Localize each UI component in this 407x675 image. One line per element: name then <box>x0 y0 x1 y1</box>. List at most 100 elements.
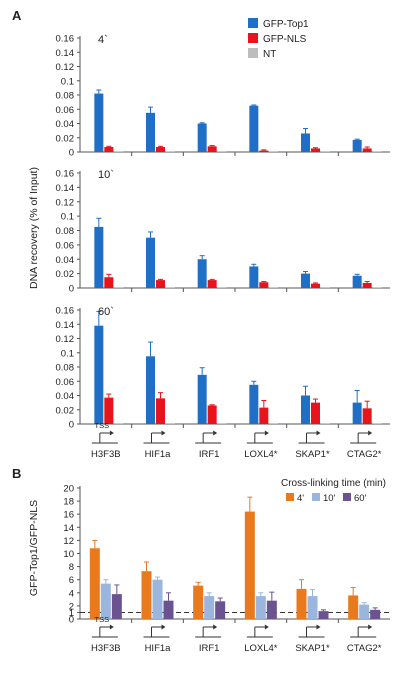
chart-a-10min: 0 0.02 0.04 0.06 0.08 0.1 0.12 0.14 0.16 10` <box>56 169 390 295</box>
gene-axis-a: H3F3B TSS HIF1a IRF1 LOXL4* SKAP1* CTAG2* <box>91 421 382 460</box>
chart-a-4min: 0 0.02 0.04 0.06 0.08 0.1 0.12 0.14 0.16 4` <box>56 34 390 159</box>
bar-nt-skap1 <box>321 287 330 288</box>
bar-gfp-nls-ctag2 <box>362 282 372 288</box>
gene-label-ctag2: CTAG2* <box>347 449 382 460</box>
y-tick-label: 0.02 <box>56 133 75 144</box>
legend-label-nt: NT <box>263 49 276 60</box>
bar-10-loxl4 <box>255 596 266 619</box>
gene-label-skap1: SKAP1* <box>295 449 330 460</box>
bar-gfp-nls-h3f3b <box>104 397 114 424</box>
gene-label-skap1: SKAP1* <box>295 643 330 654</box>
y-tick-label: 10 <box>63 549 74 560</box>
chart-b: 0 2 4 6 8 10 12 14 16 18 20 1 <box>63 484 390 626</box>
bar-gfp-nls-loxl4 <box>259 282 269 288</box>
bar-gfp-top1-loxl4 <box>249 384 259 424</box>
bar-nt-loxl4 <box>269 151 279 152</box>
tss-arrow-head <box>316 430 321 436</box>
bar-60-hif1a <box>163 600 174 619</box>
y-tick-label: 0 <box>69 148 74 159</box>
bar-gfp-nls-irf1 <box>207 280 217 288</box>
bar-10-h3f3b <box>100 583 111 619</box>
tss-arrow-head <box>109 624 114 630</box>
legend-b: Cross-linking time (min) 4' 10' 60' <box>281 478 386 504</box>
bar-nt-ctag2 <box>372 287 382 288</box>
bar-gfp-top1-hif1a <box>146 237 155 288</box>
y-tick-label: 20 <box>63 484 74 495</box>
tss-arrow-head <box>368 430 373 436</box>
bar-nt-irf1 <box>217 287 227 288</box>
bar-gfp-top1-hif1a <box>146 356 155 424</box>
bar-gfp-top1-hif1a <box>146 112 155 152</box>
y-tick-label: 0.04 <box>56 119 75 130</box>
tss-arrow-head <box>161 624 166 630</box>
bar-gfp-nls-hif1a <box>156 280 165 288</box>
bar-4-skap1 <box>296 588 307 619</box>
y-tick-label: 0.04 <box>56 255 75 266</box>
bar-60-loxl4 <box>266 600 277 619</box>
legend-label-60min: 60' <box>354 493 367 504</box>
bar-gfp-top1-ctag2 <box>352 139 362 152</box>
bar-gfp-nls-loxl4 <box>259 150 269 152</box>
bar-gfp-nls-h3f3b <box>104 277 114 288</box>
bar-gfp-nls-skap1 <box>311 402 320 424</box>
time-point-label: 10` <box>98 169 114 181</box>
panel-label-a: A <box>12 8 22 23</box>
legend-label-10min: 10' <box>323 493 336 504</box>
tss-arrow-head <box>264 624 269 630</box>
y-tick-label: 16 <box>63 510 74 521</box>
bar-gfp-nls-irf1 <box>207 146 217 152</box>
bar-gfp-top1-loxl4 <box>249 105 259 152</box>
gene-label-loxl4: LOXL4* <box>244 643 278 654</box>
y-tick-label: 0.06 <box>56 105 75 116</box>
bar-gfp-top1-irf1 <box>197 123 207 152</box>
bar-10-skap1 <box>307 596 318 619</box>
bar-gfp-top1-h3f3b <box>94 325 104 424</box>
y-tick-label: 1 <box>69 608 74 619</box>
bar-nt-h3f3b <box>114 287 124 288</box>
legend-swatch-nt <box>248 48 258 58</box>
legend-swatch-gfp-nls <box>248 33 258 43</box>
y-axis-label-a: DNA recovery (% of Input) <box>28 167 40 289</box>
bar-nt-irf1 <box>217 423 227 424</box>
y-tick-label: 6 <box>69 575 74 586</box>
gene-label-hif1a: HIF1a <box>145 449 172 460</box>
y-tick-label: 4 <box>69 588 74 599</box>
tss-label: TSS <box>95 421 110 430</box>
bar-gfp-nls-ctag2 <box>362 408 372 424</box>
bar-gfp-nls-h3f3b <box>104 147 114 152</box>
gene-axis-b: H3F3B TSS HIF1a IRF1 LOXL4* SKAP1* CTAG2* <box>91 615 382 654</box>
y-tick-label: 8 <box>69 562 74 573</box>
gene-label-irf1: IRF1 <box>199 643 220 654</box>
bar-60-h3f3b <box>111 594 122 619</box>
bar-4-loxl4 <box>244 511 255 619</box>
y-tick-label: 0.06 <box>56 377 75 388</box>
legend-swatch-gfp-top1 <box>248 18 258 28</box>
bar-nt-hif1a <box>166 151 175 152</box>
bar-nt-ctag2 <box>372 151 382 152</box>
y-tick-label: 0.16 <box>56 169 75 180</box>
gene-label-ctag2: CTAG2* <box>347 643 382 654</box>
bar-nt-h3f3b <box>114 423 124 424</box>
bar-10-ctag2 <box>359 604 370 619</box>
y-tick-label: 0.02 <box>56 269 75 280</box>
bar-nt-skap1 <box>321 423 330 424</box>
legend-a: GFP-Top1 GFP-NLS NT <box>248 18 309 60</box>
y-tick-label: 0.1 <box>61 76 74 87</box>
bar-gfp-top1-skap1 <box>301 133 310 152</box>
panel-label-b: B <box>12 466 21 481</box>
gene-label-h3f3b: H3F3B <box>91 449 121 460</box>
y-tick-label: 0.1 <box>61 348 74 359</box>
bar-gfp-top1-ctag2 <box>352 402 362 424</box>
y-tick-label: 0.14 <box>56 48 75 59</box>
bar-nt-hif1a <box>166 423 175 424</box>
bar-4-hif1a <box>141 571 152 619</box>
y-tick-label: 0.08 <box>56 363 75 374</box>
bar-gfp-nls-irf1 <box>207 405 217 424</box>
bar-4-h3f3b <box>89 548 100 619</box>
bar-gfp-top1-irf1 <box>197 374 207 424</box>
bar-gfp-nls-skap1 <box>311 148 320 152</box>
legend-swatch-4min <box>286 493 294 501</box>
gene-label-irf1: IRF1 <box>199 449 220 460</box>
bar-4-irf1 <box>193 585 204 619</box>
tss-arrow-head <box>213 430 218 436</box>
